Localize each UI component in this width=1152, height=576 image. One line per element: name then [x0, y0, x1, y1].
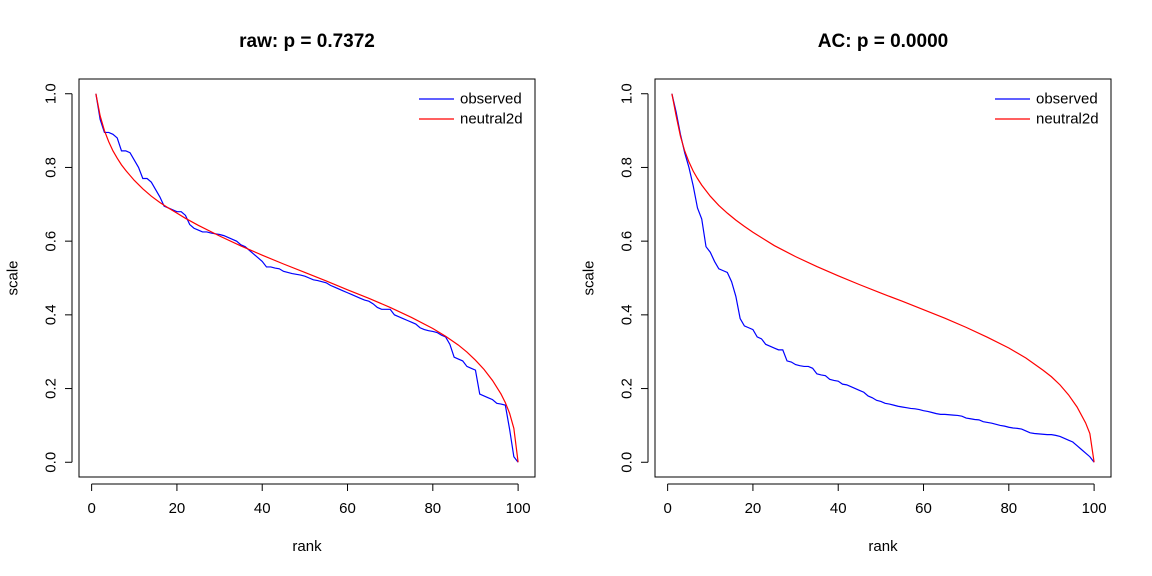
x-tick-label: 20: [745, 500, 762, 517]
y-axis: 0.0 0.2 0.4 0.6 0.8 1.0 scale: [5, 83, 73, 473]
y-axis-label: scale: [581, 260, 598, 295]
y-axis: 0.0 0.2 0.4 0.6 0.8 1.0 scale: [581, 83, 649, 473]
y-tick-label: 0.6: [43, 231, 60, 252]
plot-frame: [78, 78, 536, 478]
legend-label-neutral2d: neutral2d: [1036, 111, 1099, 128]
series-line-observed: [671, 93, 1095, 463]
y-tick-label: 0.6: [619, 231, 636, 252]
chart-panel-1: raw: p = 0.7372 0 20 40 60 80 100 rank 0.0 0.2 0.4…: [5, 31, 536, 555]
x-tick-label: 40: [254, 500, 271, 517]
legend-label-neutral2d: neutral2d: [460, 111, 523, 128]
x-axis-label: rank: [868, 538, 898, 555]
series-line-observed: [95, 93, 519, 463]
x-axis: 0 20 40 60 80 100 rank: [663, 483, 1107, 555]
legend: observed neutral2d: [419, 91, 523, 128]
x-tick-label: 0: [87, 500, 95, 517]
x-tick-label: 40: [830, 500, 847, 517]
y-tick-label: 0.8: [43, 157, 60, 178]
x-tick-label: 80: [424, 500, 441, 517]
x-tick-label: 20: [169, 500, 186, 517]
x-tick-label: 60: [915, 500, 932, 517]
x-tick-label: 80: [1000, 500, 1017, 517]
y-tick-label: 0.8: [619, 157, 636, 178]
y-tick-label: 0.0: [619, 452, 636, 473]
legend-label-observed: observed: [460, 91, 522, 108]
legend-label-observed: observed: [1036, 91, 1098, 108]
legend: observed neutral2d: [995, 91, 1099, 128]
y-tick-label: 0.2: [43, 378, 60, 399]
y-tick-label: 0.4: [43, 304, 60, 325]
y-tick-label: 0.0: [43, 452, 60, 473]
x-tick-label: 100: [1082, 500, 1107, 517]
x-axis: 0 20 40 60 80 100 rank: [87, 483, 531, 555]
x-axis-label: rank: [292, 538, 322, 555]
y-tick-label: 1.0: [619, 83, 636, 104]
series-line-neutral2d: [95, 93, 519, 463]
y-tick-label: 0.2: [619, 378, 636, 399]
chart-title: AC: p = 0.0000: [818, 31, 948, 52]
plot-frame: [654, 78, 1112, 478]
x-tick-label: 100: [506, 500, 531, 517]
y-axis-label: scale: [5, 260, 22, 295]
series-line-neutral2d: [671, 93, 1095, 463]
x-tick-label: 0: [663, 500, 671, 517]
y-tick-label: 0.4: [619, 304, 636, 325]
chart-title: raw: p = 0.7372: [239, 31, 375, 52]
x-tick-label: 60: [339, 500, 356, 517]
y-tick-label: 1.0: [43, 83, 60, 104]
